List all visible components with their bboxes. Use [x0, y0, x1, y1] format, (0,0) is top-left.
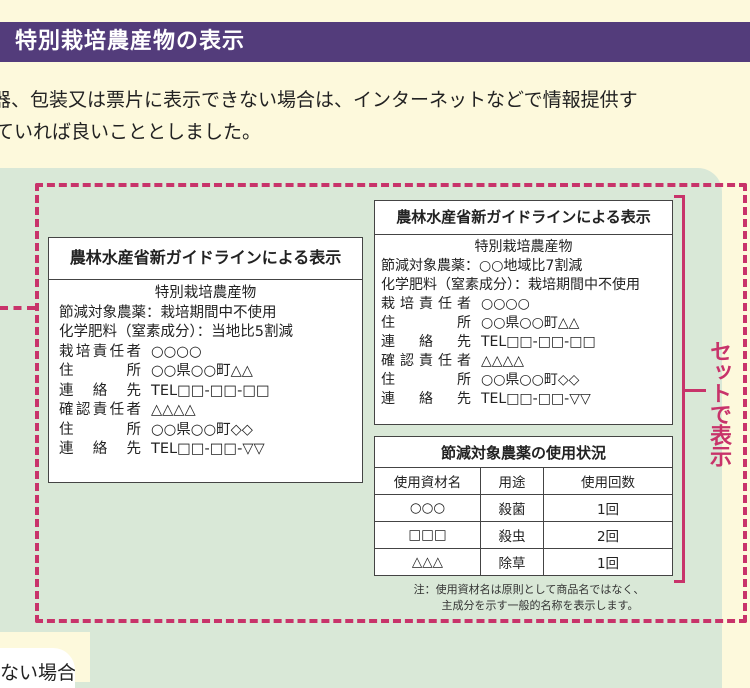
set-dashed-border	[35, 183, 747, 623]
table-note: 注：使用資材名は原則として商品名ではなく、 主成分を示す一般的名称を表示します。	[374, 582, 684, 614]
row-value: ○○県○○町△△	[481, 315, 580, 331]
cell: 1回	[543, 548, 673, 576]
label-example-right: 農林水産省新ガイドラインによる表示 特別栽培農産物 節減対象農薬：○○地域比7割…	[374, 200, 673, 425]
cell: 除草	[480, 548, 544, 576]
row-label: 確認責任者	[381, 353, 471, 369]
label-row: 確認責任者 △△△△	[59, 401, 352, 421]
intro-text: 器、包装又は票片に表示できない場合は、インターネットなどで情報提供す ていれば良…	[0, 84, 638, 148]
table-row: □□□ 殺虫 2回	[374, 521, 673, 549]
row-label: 連絡先	[381, 391, 471, 407]
row-value: △△△△	[481, 353, 525, 369]
dashed-connector	[0, 306, 35, 310]
label-row: 連絡先 TEL□□-□□-□□	[381, 333, 666, 352]
label-title: 特別栽培農産物	[154, 285, 257, 301]
set-display-label: セットで表示	[706, 340, 731, 466]
row-label: 連絡先	[381, 334, 471, 350]
label-row: 確認責任者 △△△△	[381, 352, 666, 371]
row-value: ○○県○○町◇◇	[481, 372, 580, 388]
table-row: ○○○ 殺菌 1回	[374, 494, 673, 522]
row-label: 連絡先	[59, 441, 141, 457]
row-label: 住所	[59, 363, 141, 379]
label-row: 連絡先 TEL□□-□□-□□	[59, 382, 352, 402]
row-label: 住所	[59, 421, 141, 438]
section-header: 特別栽培農産物の表示	[0, 22, 750, 62]
cell: 殺虫	[480, 521, 544, 549]
row-label: 栽培責任者	[59, 343, 141, 360]
pesticide-usage-table: 節減対象農薬の使用状況 使用資材名 用途 使用回数 ○○○ 殺菌 1回 □□□ 殺虫 2…	[374, 436, 673, 576]
label-row: 住所 ○○県○○町◇◇	[381, 371, 666, 390]
label-line: 化学肥料（窒素成分）：栽培期間中不使用	[381, 277, 640, 293]
label-row: 栽培責任者 ○○○○	[59, 343, 352, 363]
note-line: 注：使用資材名は原則として商品名ではなく、	[413, 583, 645, 596]
label-line: 化学肥料（窒素成分）：当地比5割減	[59, 324, 293, 340]
row-value: ○○○○	[151, 343, 202, 360]
note-line: 主成分を示す一般的名称を表示します。	[441, 599, 639, 612]
label-title: 特別栽培農産物	[474, 239, 573, 255]
cell: ○○○	[374, 494, 481, 522]
row-value: ○○○○	[481, 296, 530, 312]
label-row: 栽培責任者 ○○○○	[381, 295, 666, 314]
row-label: 確認責任者	[59, 402, 141, 418]
row-label: 連絡先	[59, 382, 141, 399]
label-line: 節減対象農薬：○○地域比7割減	[381, 258, 583, 274]
cell: □□□	[374, 521, 481, 549]
row-value: TEL□□-□□-□□	[151, 382, 270, 399]
column-header: 使用資材名	[374, 467, 481, 495]
row-label: 住所	[381, 372, 471, 388]
table-title: 節減対象農薬の使用状況	[374, 436, 673, 468]
row-value: TEL□□-□□-▽▽	[481, 391, 591, 407]
cell: 2回	[543, 521, 673, 549]
label-line: 節減対象農薬：栽培期間中不使用	[59, 304, 277, 321]
row-value: △△△△	[151, 402, 196, 418]
label-row: 住所 ○○県○○町◇◇	[59, 421, 352, 441]
cell: 殺菌	[480, 494, 544, 522]
intro-line: ていれば良いこととしました。	[0, 121, 262, 143]
label-row: 住所 ○○県○○町△△	[381, 314, 666, 333]
label-row: 連絡先 TEL□□-□□-▽▽	[59, 440, 352, 460]
row-value: TEL□□-□□-□□	[481, 334, 596, 350]
label-row: 連絡先 TEL□□-□□-▽▽	[381, 390, 666, 409]
bottom-card: ない場合	[0, 648, 75, 688]
column-header: 用途	[480, 467, 544, 495]
table-row: △△△ 除草 1回	[374, 548, 673, 576]
cell: △△△	[374, 548, 481, 576]
row-label: 住所	[381, 315, 471, 331]
column-header: 使用回数	[543, 467, 673, 495]
intro-line: 器、包装又は票片に表示できない場合は、インターネットなどで情報提供す	[0, 89, 638, 111]
label-row: 住所 ○○県○○町△△	[59, 362, 352, 382]
label-heading: 農林水産省新ガイドラインによる表示	[49, 238, 362, 280]
bracket-pointer	[682, 389, 706, 392]
cell: 1回	[543, 494, 673, 522]
bracket-bottom	[674, 580, 684, 583]
label-example-left: 農林水産省新ガイドラインによる表示 特別栽培農産物 節減対象農薬：栽培期間中不使…	[48, 237, 363, 483]
row-value: ○○県○○町◇◇	[151, 421, 253, 438]
row-label: 栽培責任者	[381, 296, 471, 312]
row-value: ○○県○○町△△	[151, 363, 253, 379]
bracket-top	[674, 195, 684, 198]
label-heading: 農林水産省新ガイドラインによる表示	[375, 201, 672, 235]
row-value: TEL□□-□□-▽▽	[151, 441, 265, 457]
